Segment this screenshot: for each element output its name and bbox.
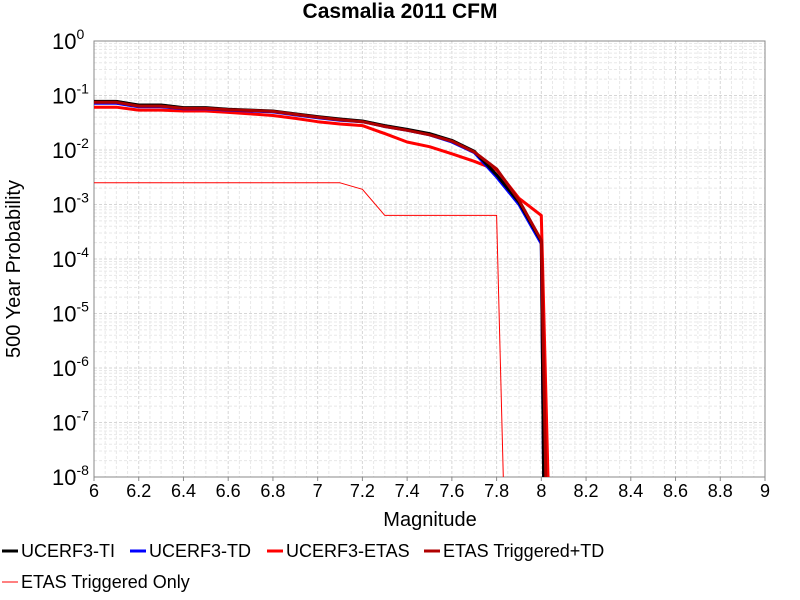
x-tick-label: 9 bbox=[760, 481, 770, 501]
y-tick-label: 10-1 bbox=[52, 81, 89, 109]
legend-label: UCERF3-TD bbox=[149, 541, 251, 561]
x-tick-label: 7 bbox=[313, 481, 323, 501]
y-tick-label: 10-3 bbox=[52, 190, 89, 218]
y-tick-label: 10-2 bbox=[52, 135, 89, 163]
gridlines bbox=[93, 41, 766, 478]
y-tick-label: 10-4 bbox=[52, 244, 89, 272]
x-tick-label: 6.2 bbox=[126, 481, 151, 501]
legend: UCERF3-TI UCERF3-TD UCERF3-ETAS ETAS Trigge… bbox=[2, 541, 604, 592]
y-axis-label: 500 Year Probability bbox=[3, 180, 25, 358]
y-tick-label: 100 bbox=[52, 26, 84, 54]
legend-label: ETAS Triggered Only bbox=[21, 572, 190, 592]
series-line-etas-triggered-only bbox=[94, 182, 504, 478]
x-tick-label: 7.8 bbox=[484, 481, 509, 501]
x-tick-label: 8.8 bbox=[708, 481, 733, 501]
x-tick-label: 6.4 bbox=[171, 481, 196, 501]
series-line-ucerf3-td bbox=[94, 101, 546, 478]
series-lines bbox=[94, 99, 550, 478]
x-tick-label: 6.8 bbox=[260, 481, 285, 501]
x-axis-label: Magnitude bbox=[383, 509, 476, 531]
x-tick-label: 7.6 bbox=[439, 481, 464, 501]
x-tick-label: 6 bbox=[89, 481, 99, 501]
x-tick-label: 8.6 bbox=[663, 481, 688, 501]
plot-area-frame bbox=[93, 40, 766, 478]
legend-label: ETAS Triggered+TD bbox=[443, 541, 604, 561]
x-tick-label: 8 bbox=[536, 481, 546, 501]
legend-label: UCERF3-ETAS bbox=[286, 541, 410, 561]
x-tick-label: 6.6 bbox=[216, 481, 241, 501]
y-tick-label: 10-7 bbox=[52, 408, 89, 436]
series-line-ucerf3-etas bbox=[94, 105, 550, 478]
chart-title: Casmalia 2011 CFM bbox=[303, 0, 498, 23]
x-tick-label: 8.2 bbox=[574, 481, 599, 501]
x-axis-ticks: 6 6.2 6.4 6.6 6.8 7 7.2 7.4 7.6 7.8 8 8.2 8.4 8.6 8.8 9 bbox=[89, 477, 770, 501]
legend-label: UCERF3-TI bbox=[21, 541, 115, 561]
x-tick-label: 8.4 bbox=[618, 481, 643, 501]
y-tick-label: 10-8 bbox=[52, 462, 89, 490]
y-axis-ticks: 100 10-1 10-2 10-3 10-4 10-5 10-6 10-7 10-8 bbox=[52, 26, 89, 490]
x-tick-label: 7.2 bbox=[350, 481, 375, 501]
series-line-etas-triggered-td bbox=[94, 100, 548, 478]
x-tick-label: 7.4 bbox=[395, 481, 420, 501]
y-tick-label: 10-6 bbox=[52, 353, 89, 381]
y-tick-label: 10-5 bbox=[52, 299, 89, 327]
